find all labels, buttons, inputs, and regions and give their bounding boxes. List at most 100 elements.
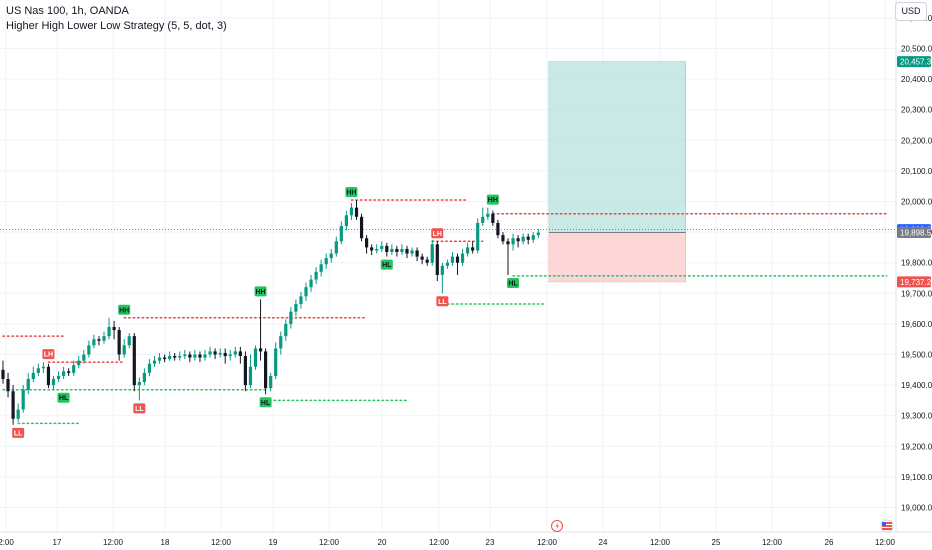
candle-body bbox=[375, 248, 379, 251]
x-tick-label: 2:00 bbox=[0, 538, 14, 547]
price-tag: 19,898.5 bbox=[897, 227, 932, 239]
y-tick-label: 19,000.0 bbox=[901, 504, 932, 513]
swing-label-box bbox=[436, 296, 449, 307]
candle-body bbox=[476, 222, 480, 251]
candle-body bbox=[445, 262, 449, 266]
swing-label-box bbox=[486, 194, 499, 205]
candle-body bbox=[289, 311, 293, 324]
swing-label-box bbox=[431, 228, 444, 239]
candle-body bbox=[435, 244, 439, 275]
swing-label-higher-high: HH bbox=[345, 186, 358, 197]
candle-body bbox=[410, 250, 414, 254]
price-axis[interactable]: 20,600.020,500.020,400.020,300.020,200.0… bbox=[901, 14, 932, 513]
swing-label-box bbox=[12, 427, 25, 438]
candle-body bbox=[152, 360, 157, 364]
candle-body bbox=[56, 375, 61, 379]
x-tick-label: 24 bbox=[599, 538, 608, 547]
flag-icon[interactable] bbox=[880, 519, 894, 533]
swing-label-text: LH bbox=[44, 352, 53, 359]
x-tick-label: 12:00 bbox=[429, 538, 450, 547]
swing-label-higher-low: HL bbox=[507, 277, 520, 288]
candle-body bbox=[516, 238, 520, 242]
target-zone[interactable] bbox=[548, 61, 687, 233]
swing-label-higher-high: HH bbox=[118, 304, 131, 315]
candle-body bbox=[243, 356, 247, 386]
candle-body bbox=[395, 248, 399, 252]
price-tag-box bbox=[897, 227, 931, 239]
candle-body bbox=[269, 375, 273, 389]
candle-body bbox=[511, 238, 515, 245]
candle-body bbox=[102, 336, 106, 341]
candle-body bbox=[127, 336, 131, 346]
candle-body bbox=[203, 354, 207, 358]
candle-body bbox=[107, 326, 111, 337]
candle-body bbox=[168, 356, 172, 360]
swing-label-lower-low: LL bbox=[133, 403, 146, 414]
candle-body bbox=[359, 216, 364, 239]
x-tick-label: 25 bbox=[712, 538, 721, 547]
candle-body bbox=[183, 354, 187, 357]
candle-body bbox=[36, 368, 40, 373]
swing-label-lower-high: LH bbox=[431, 228, 444, 239]
candle-body bbox=[238, 351, 242, 357]
y-tick-label: 19,100.0 bbox=[901, 473, 932, 482]
indicator-title[interactable]: Higher High Lower Low Strategy (5, 5, do… bbox=[6, 20, 227, 32]
x-tick-label: 18 bbox=[161, 538, 170, 547]
price-tag-text: 19,737.2 bbox=[900, 278, 932, 287]
swing-label-text: LL bbox=[135, 406, 144, 413]
support-resistance-levels bbox=[2, 199, 888, 425]
candle-body bbox=[253, 348, 258, 367]
long-position-tool[interactable] bbox=[0, 61, 896, 283]
time-axis[interactable]: 2:00 17 12:00 18 12:00 19 12:00 20 12:00 23 12:00 2… bbox=[0, 538, 896, 547]
swing-label-box bbox=[133, 403, 146, 414]
candle-body bbox=[319, 264, 323, 272]
swing-label-text: LL bbox=[14, 430, 23, 437]
lightning-icon[interactable] bbox=[551, 520, 563, 532]
x-tick-label: 26 bbox=[825, 538, 834, 547]
candle-body bbox=[112, 326, 116, 331]
candle-body bbox=[16, 409, 20, 419]
y-tick-label: 20,000.0 bbox=[901, 198, 932, 207]
swing-label-higher-high: HH bbox=[254, 286, 267, 297]
symbol-title[interactable]: US Nas 100, 1h, OANDA bbox=[6, 5, 129, 17]
price-tag-box bbox=[897, 276, 931, 288]
candle-body bbox=[157, 357, 162, 361]
swing-label-box bbox=[507, 277, 520, 288]
y-tick-label: 20,100.0 bbox=[901, 167, 932, 176]
swing-label-text: HL bbox=[261, 400, 271, 407]
stop-zone[interactable] bbox=[548, 232, 687, 283]
candle-body bbox=[31, 372, 35, 379]
currency-button[interactable]: USD bbox=[895, 2, 927, 21]
y-tick-label: 19,500.0 bbox=[901, 351, 932, 360]
candle-body bbox=[284, 323, 288, 337]
candle-body bbox=[274, 348, 278, 376]
candle-body bbox=[11, 391, 15, 419]
swing-label-higher-low: HL bbox=[380, 259, 393, 270]
candle-body bbox=[354, 207, 359, 217]
price-tag: 19,737.2 bbox=[897, 276, 932, 288]
swing-label-box bbox=[259, 397, 272, 408]
price-tag: 20,457.3 bbox=[897, 56, 932, 68]
price-axis-tags: 20,457.319,908.219,898.519,737.2 bbox=[897, 56, 932, 288]
candle-body bbox=[334, 241, 338, 254]
swing-label-higher-high: HH bbox=[486, 194, 499, 205]
swing-label-text: LH bbox=[433, 231, 442, 238]
x-tick-label: 17 bbox=[53, 538, 62, 547]
candle-body bbox=[188, 354, 192, 358]
candle-body bbox=[481, 216, 485, 223]
candle-body bbox=[51, 378, 56, 386]
swing-markers: LH HL LL HH LL HH HL HH HL LH LL HH HL bbox=[12, 186, 520, 438]
candle-body bbox=[506, 241, 510, 245]
candle-body bbox=[21, 389, 25, 410]
candle-body bbox=[349, 207, 354, 216]
y-tick-label: 20,200.0 bbox=[901, 136, 932, 145]
candle-body bbox=[41, 366, 45, 369]
candle-body bbox=[223, 352, 227, 357]
candle-body bbox=[390, 248, 394, 252]
candle-body bbox=[258, 348, 263, 352]
candle-body bbox=[450, 256, 455, 263]
candle-body bbox=[501, 235, 505, 242]
swing-label-box bbox=[345, 186, 358, 197]
swing-label-text: HH bbox=[346, 189, 356, 196]
